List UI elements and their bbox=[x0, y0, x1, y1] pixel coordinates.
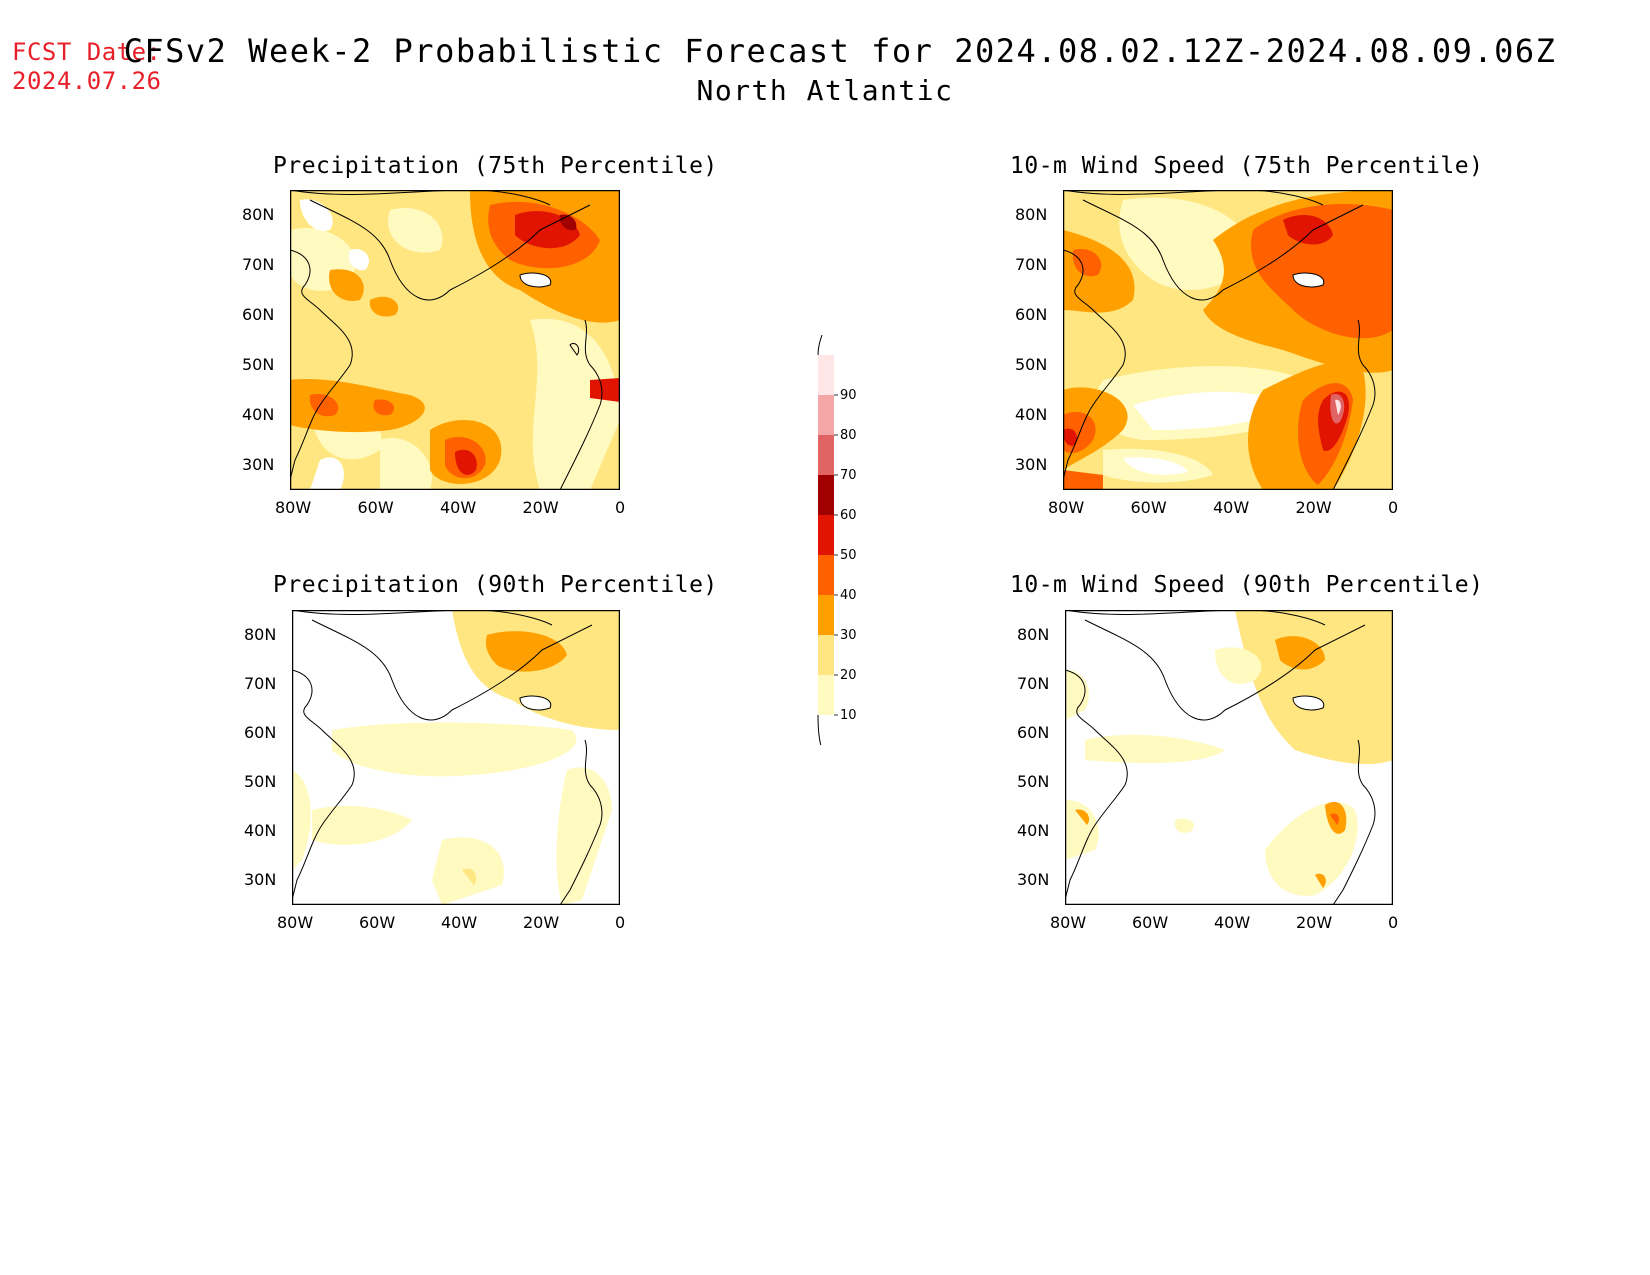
map-wind-90 bbox=[1065, 610, 1393, 905]
lat-tick-label: 40N bbox=[1015, 405, 1048, 424]
colorbar-segment bbox=[818, 355, 834, 395]
lat-tick-label: 70N bbox=[1015, 255, 1048, 274]
lat-tick-label: 80N bbox=[244, 625, 277, 644]
lon-tick-label: 0 bbox=[615, 913, 626, 932]
lat-tick-label: 80N bbox=[242, 205, 275, 224]
lon-tick-label: 40W bbox=[1214, 913, 1251, 932]
lon-tick-label: 60W bbox=[1130, 498, 1167, 517]
colorbar-label: 20 bbox=[840, 668, 857, 683]
lat-tick-label: 30N bbox=[1017, 870, 1050, 889]
map-wind-75 bbox=[1063, 190, 1393, 490]
lat-tick-label: 70N bbox=[1017, 674, 1050, 693]
lat-tick-label: 70N bbox=[242, 255, 275, 274]
lon-tick-label: 80W bbox=[1050, 913, 1087, 932]
panel-title-precip-90: Precipitation (90th Percentile) bbox=[273, 572, 718, 598]
lon-tick-label: 40W bbox=[440, 498, 477, 517]
colorbar-label: 30 bbox=[840, 628, 857, 643]
colorbar-segment bbox=[818, 395, 834, 435]
colorbar: 10 20 30 40 50 60 70 80 90 bbox=[817, 335, 857, 745]
colorbar-segment bbox=[818, 515, 834, 555]
colorbar-label: 70 bbox=[840, 468, 857, 483]
region-title: North Atlantic bbox=[696, 74, 954, 107]
colorbar-segment bbox=[818, 675, 834, 715]
colorbar-label: 80 bbox=[840, 428, 857, 443]
lat-tick-label: 60N bbox=[242, 305, 275, 324]
colorbar-label: 40 bbox=[840, 588, 857, 603]
lat-tick-label: 70N bbox=[244, 674, 277, 693]
lon-tick-label: 80W bbox=[277, 913, 314, 932]
lon-tick-label: 20W bbox=[1295, 498, 1332, 517]
forecast-date-label: FCST Date: 2024.07.26 bbox=[12, 38, 162, 96]
map-precip-75 bbox=[290, 190, 620, 490]
colorbar-label: 50 bbox=[840, 548, 857, 563]
main-title: CFSv2 Week-2 Probabilistic Forecast for … bbox=[123, 32, 1557, 70]
lat-tick-label: 80N bbox=[1015, 205, 1048, 224]
lat-tick-label: 30N bbox=[242, 455, 275, 474]
lon-tick-label: 80W bbox=[1048, 498, 1085, 517]
lon-tick-label: 20W bbox=[523, 913, 560, 932]
panel-title-wind-75: 10-m Wind Speed (75th Percentile) bbox=[1010, 153, 1484, 179]
colorbar-label: 90 bbox=[840, 388, 857, 403]
lat-tick-label: 30N bbox=[244, 870, 277, 889]
lat-tick-label: 60N bbox=[244, 723, 277, 742]
lat-tick-label: 80N bbox=[1017, 625, 1050, 644]
colorbar-segment bbox=[818, 595, 834, 635]
lon-tick-label: 20W bbox=[522, 498, 559, 517]
colorbar-label: 60 bbox=[840, 508, 857, 523]
fcst-date: 2024.07.26 bbox=[12, 67, 162, 95]
lon-tick-label: 0 bbox=[1388, 498, 1399, 517]
lon-tick-label: 60W bbox=[359, 913, 396, 932]
map-precip-90 bbox=[292, 610, 620, 905]
page-title: CFSv2 Week-2 Probabilistic Forecast for … bbox=[0, 32, 1650, 107]
fcst-label: FCST Date: bbox=[12, 38, 162, 66]
colorbar-segment bbox=[818, 475, 834, 515]
lat-tick-label: 40N bbox=[242, 405, 275, 424]
panel-title-precip-75: Precipitation (75th Percentile) bbox=[273, 153, 718, 179]
lat-tick-label: 50N bbox=[1017, 772, 1050, 791]
lat-tick-label: 50N bbox=[242, 355, 275, 374]
colorbar-bottom-extension bbox=[817, 714, 822, 745]
lon-tick-label: 80W bbox=[275, 498, 312, 517]
colorbar-segment bbox=[818, 435, 834, 475]
colorbar-segment bbox=[818, 555, 834, 595]
lat-tick-label: 60N bbox=[1017, 723, 1050, 742]
colorbar-top-extension bbox=[817, 335, 823, 356]
lon-tick-label: 0 bbox=[615, 498, 626, 517]
lat-tick-label: 60N bbox=[1015, 305, 1048, 324]
colorbar-segment bbox=[818, 635, 834, 675]
panel-title-wind-90: 10-m Wind Speed (90th Percentile) bbox=[1010, 572, 1484, 598]
lon-tick-label: 20W bbox=[1296, 913, 1333, 932]
lat-tick-label: 50N bbox=[1015, 355, 1048, 374]
lon-tick-label: 40W bbox=[441, 913, 478, 932]
lat-tick-label: 40N bbox=[244, 821, 277, 840]
lon-tick-label: 60W bbox=[1132, 913, 1169, 932]
lon-tick-label: 60W bbox=[357, 498, 394, 517]
lon-tick-label: 0 bbox=[1388, 913, 1399, 932]
lat-tick-label: 50N bbox=[244, 772, 277, 791]
lon-tick-label: 40W bbox=[1213, 498, 1250, 517]
colorbar-label: 10 bbox=[840, 708, 857, 723]
lat-tick-label: 40N bbox=[1017, 821, 1050, 840]
lat-tick-label: 30N bbox=[1015, 455, 1048, 474]
